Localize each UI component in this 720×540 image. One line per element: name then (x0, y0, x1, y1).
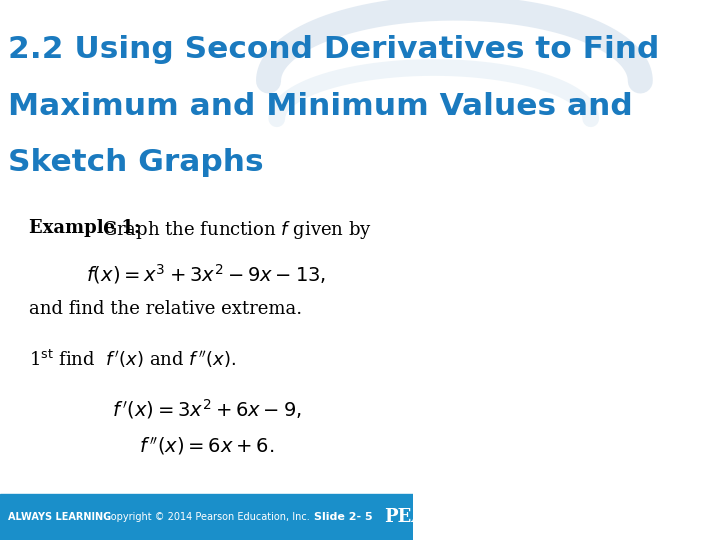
Text: and find the relative extrema.: and find the relative extrema. (29, 300, 302, 318)
Text: 1$^{\mathrm{st}}$ find  $f\,'(x)$ and $f\,''(x).$: 1$^{\mathrm{st}}$ find $f\,'(x)$ and $f\… (29, 348, 236, 370)
Text: Sketch Graphs: Sketch Graphs (8, 148, 264, 178)
Text: Example 1:: Example 1: (29, 219, 140, 237)
Text: $f\,''(x) = 6x + 6.$: $f\,''(x) = 6x + 6.$ (139, 435, 274, 457)
Text: Copyright © 2014 Pearson Education, Inc.: Copyright © 2014 Pearson Education, Inc. (104, 512, 310, 522)
Text: $f\,'(x) = 3x^2 + 6x - 9,$: $f\,'(x) = 3x^2 + 6x - 9,$ (112, 397, 302, 421)
Text: PEARSON: PEARSON (384, 508, 485, 526)
Text: 2.2 Using Second Derivatives to Find: 2.2 Using Second Derivatives to Find (8, 35, 660, 64)
Text: $f(x) = x^3 + 3x^2 - 9x - 13,$: $f(x) = x^3 + 3x^2 - 9x - 13,$ (86, 262, 327, 286)
Bar (0, 494, 413, 540)
Text: ALWAYS LEARNING: ALWAYS LEARNING (8, 512, 112, 522)
Text: Graph the function $f$ given by: Graph the function $f$ given by (102, 219, 372, 241)
Text: Slide 2- 5: Slide 2- 5 (314, 512, 372, 522)
Text: Maximum and Minimum Values and: Maximum and Minimum Values and (8, 92, 633, 121)
